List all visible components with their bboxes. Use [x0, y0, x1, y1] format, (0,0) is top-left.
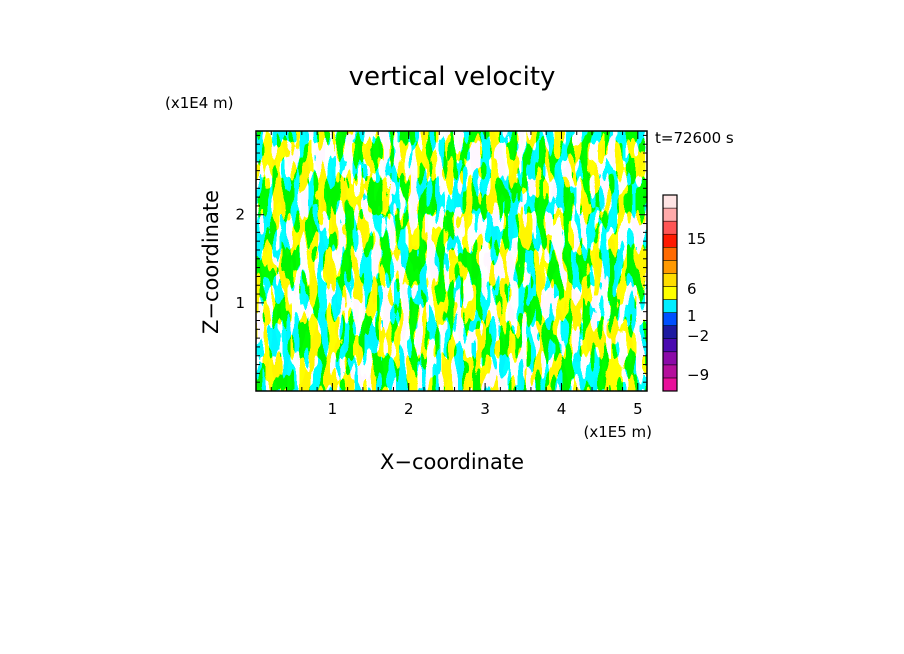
x-unit-label: (x1E5 m): [583, 423, 652, 441]
x-axis: 1 2 3 4 5: [270, 131, 643, 418]
colorbar-swatch: [662, 260, 678, 274]
plot-frame: [255, 130, 648, 392]
colorbar-tick-label: −2: [687, 327, 709, 345]
x-tick-label: 1: [328, 400, 338, 418]
colorbar-swatch: [662, 247, 678, 261]
colorbar-swatch: [662, 364, 678, 379]
colorbar-tick-label: 15: [687, 230, 706, 248]
colorbar-swatch: [662, 325, 678, 339]
y-axis-label: Z−coordinate: [199, 190, 223, 334]
x-tick-label: 4: [557, 400, 567, 418]
time-label: t=72600 s: [655, 129, 734, 147]
colorbar-frame: [662, 194, 678, 392]
velocity-field: [256, 131, 647, 391]
colorbar-tick-label: 6: [687, 280, 697, 298]
colorbar-swatch: [662, 312, 678, 326]
colorbar-tick-label: −9: [687, 366, 709, 384]
colorbar-swatch: [662, 233, 678, 248]
y-tick-label: 1: [235, 294, 245, 312]
y-unit-label: (x1E4 m): [165, 94, 234, 112]
plot-area: [255, 130, 648, 392]
colorbar-swatch: [662, 273, 678, 287]
x-tick-label: 5: [633, 400, 643, 418]
colorbar-swatch: [662, 194, 678, 209]
colorbar-swatch: [662, 286, 678, 300]
y-tick-label: 2: [235, 206, 245, 224]
colorbar-tick-label: 1: [687, 307, 697, 325]
colorbar-swatch: [662, 351, 678, 366]
colorbar: 15 6 1 −2 −9: [662, 194, 709, 392]
x-tick-label: 2: [404, 400, 414, 418]
x-tick-label: 3: [480, 400, 490, 418]
chart-title: vertical velocity: [349, 62, 556, 92]
x-axis-label: X−coordinate: [380, 450, 524, 474]
colorbar-swatch: [662, 338, 678, 353]
y-axis: 12: [235, 134, 647, 383]
colorbar-swatch: [662, 299, 678, 313]
colorbar-swatch: [662, 207, 678, 222]
colorbar-swatch: [662, 220, 678, 235]
colorbar-swatch: [662, 377, 678, 392]
